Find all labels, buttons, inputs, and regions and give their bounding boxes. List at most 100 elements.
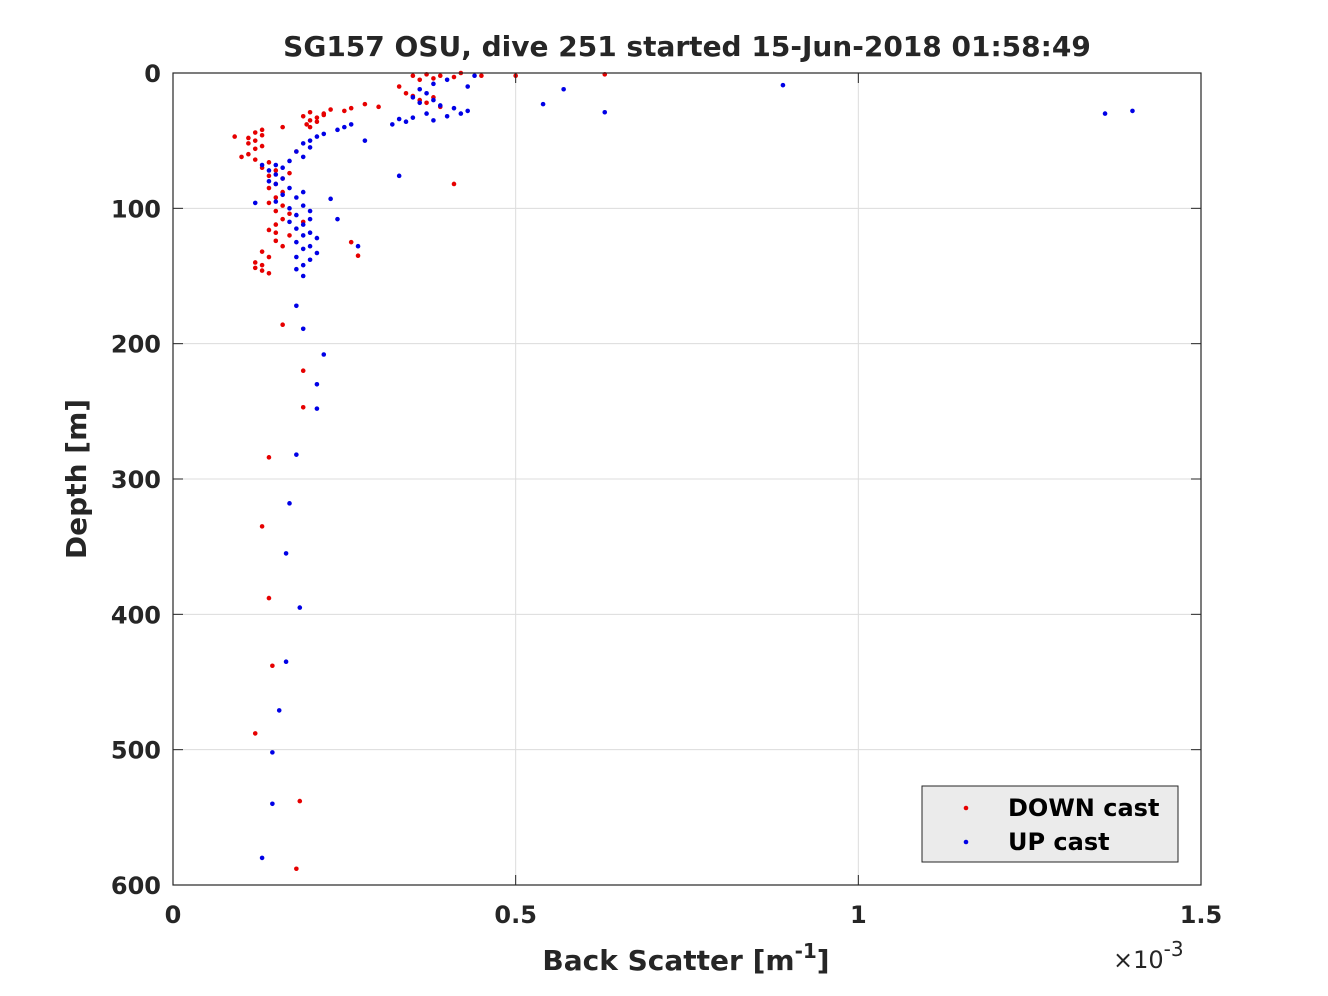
- down-cast-point: [273, 230, 279, 235]
- down-cast-point: [362, 101, 368, 107]
- down-cast-point: [451, 181, 457, 187]
- up-cast-point: [465, 108, 470, 114]
- down-cast-point: [252, 260, 258, 265]
- down-cast-point: [259, 524, 265, 529]
- up-cast-point: [348, 122, 354, 127]
- down-cast-point: [287, 170, 292, 176]
- up-cast-point: [252, 200, 258, 206]
- up-cast-point: [300, 189, 306, 195]
- up-cast-point: [307, 138, 313, 143]
- down-cast-point: [300, 404, 306, 410]
- up-cast-point: [540, 101, 546, 107]
- up-cast-point: [280, 176, 285, 181]
- up-cast-point: [294, 266, 299, 272]
- up-cast-point: [410, 95, 416, 100]
- up-cast-point: [424, 91, 429, 96]
- up-cast-point: [294, 254, 299, 260]
- up-cast-point: [417, 86, 423, 92]
- axis-ticks: 0 0.5 1 1.5 0 100 200 300 400 500 600: [111, 60, 1222, 929]
- up-cast-point: [294, 149, 299, 154]
- up-cast-point: [276, 708, 282, 713]
- up-cast-point: [780, 82, 786, 88]
- down-cast-point: [266, 200, 272, 206]
- down-cast-point: [266, 270, 272, 276]
- x-tick-label: 1.5: [1180, 901, 1223, 929]
- up-cast-point: [335, 216, 340, 222]
- down-cast-point: [348, 105, 354, 111]
- down-cast-point: [307, 124, 313, 130]
- up-cast-point: [307, 145, 313, 150]
- down-cast-point: [376, 104, 381, 110]
- up-cast-point: [280, 192, 285, 198]
- up-cast-point: [458, 111, 464, 116]
- y-tick-label: 0: [144, 60, 161, 88]
- up-cast-point: [300, 326, 306, 332]
- up-cast-point: [396, 116, 402, 122]
- down-cast-point: [266, 254, 272, 260]
- down-cast-point: [266, 185, 272, 191]
- up-cast-point: [321, 131, 327, 137]
- down-cast-point: [300, 368, 306, 374]
- up-cast-point: [300, 233, 306, 238]
- up-cast-point: [273, 162, 279, 168]
- up-cast-point: [300, 203, 306, 208]
- up-cast-point: [328, 196, 333, 202]
- down-cast-point: [451, 74, 457, 80]
- up-cast-point: [270, 801, 275, 807]
- up-cast-point: [273, 172, 279, 177]
- up-cast-point: [444, 114, 450, 119]
- y-tick-label: 500: [111, 737, 161, 765]
- down-cast-point: [479, 73, 484, 79]
- x-axis-label: Back Scatter [m-1]: [542, 939, 829, 977]
- up-cast-point: [465, 84, 470, 89]
- up-cast-point: [355, 243, 361, 249]
- up-cast-point: [294, 303, 299, 309]
- down-cast-point: [396, 84, 402, 89]
- up-cast-point: [283, 551, 289, 556]
- chart-title: SG157 OSU, dive 251 started 15-Jun-2018 …: [283, 30, 1091, 63]
- up-cast-point: [273, 199, 279, 204]
- up-cast-point: [297, 605, 303, 610]
- down-cast-point: [252, 157, 258, 162]
- down-cast-point: [297, 798, 303, 804]
- data-points: [232, 70, 1135, 872]
- down-cast-point: [403, 91, 409, 96]
- up-cast-point: [300, 273, 306, 279]
- up-cast-point: [362, 138, 368, 143]
- y-tick-label: 300: [111, 466, 161, 494]
- down-cast-point: [259, 249, 265, 254]
- down-cast-point: [273, 195, 279, 200]
- up-cast-point: [314, 250, 320, 256]
- up-cast-point: [300, 154, 306, 160]
- up-cast-point: [294, 239, 299, 245]
- down-cast-point: [266, 595, 272, 601]
- x-multiplier-exp: -3: [1164, 937, 1184, 961]
- up-cast-point: [270, 750, 275, 755]
- down-cast-point: [314, 115, 320, 120]
- down-cast-point: [259, 143, 265, 149]
- up-cast-point: [342, 124, 347, 130]
- down-cast-point: [280, 124, 285, 130]
- up-cast-point: [321, 352, 327, 357]
- down-cast-point: [417, 77, 423, 83]
- up-cast-point: [1130, 108, 1135, 114]
- up-cast-point: [300, 262, 306, 268]
- down-cast-point: [307, 118, 313, 123]
- down-cast-point: [266, 160, 272, 165]
- down-cast-point: [266, 455, 272, 460]
- down-cast-point: [232, 134, 237, 139]
- grid-lines: [173, 73, 1201, 885]
- down-cast-point: [246, 141, 251, 146]
- down-cast-point: [348, 239, 354, 245]
- up-cast-point: [314, 235, 320, 241]
- up-cast-point: [1102, 111, 1108, 116]
- up-cast-point: [417, 100, 423, 106]
- down-cast-point: [246, 135, 251, 141]
- up-cast-point: [273, 181, 279, 187]
- up-cast-point: [300, 246, 306, 252]
- up-cast-point: [410, 115, 416, 120]
- legend-label-down: DOWN cast: [1008, 794, 1159, 822]
- up-cast-point: [444, 77, 450, 83]
- down-cast-point: [252, 130, 258, 135]
- down-cast-point: [294, 866, 299, 872]
